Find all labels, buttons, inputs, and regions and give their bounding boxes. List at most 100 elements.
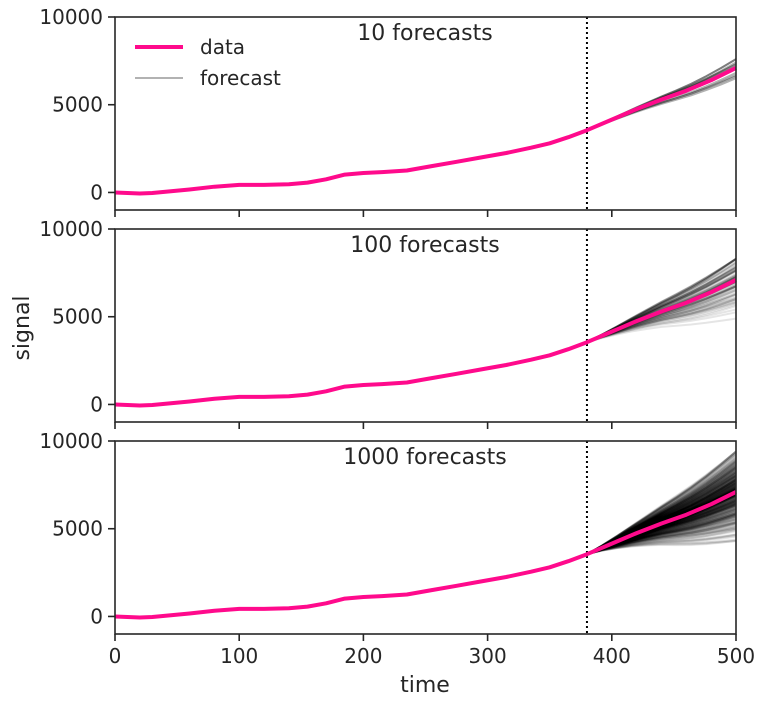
forecast-line	[586, 450, 737, 556]
forecast-line	[586, 466, 737, 556]
forecast-line	[586, 522, 737, 556]
forecast-line	[586, 516, 737, 556]
forecast-line	[586, 467, 737, 556]
forecast-line	[586, 519, 737, 556]
forecast-line	[586, 522, 737, 556]
forecast-line	[586, 518, 737, 556]
forecast-line	[586, 516, 737, 556]
forecast-line	[586, 515, 737, 556]
forecast-line	[586, 525, 737, 556]
forecast-line	[586, 463, 737, 556]
forecast-line	[586, 460, 737, 556]
forecast-line	[586, 469, 737, 556]
forecast-line	[586, 466, 737, 556]
forecast-line	[586, 532, 737, 556]
forecast-line	[586, 512, 737, 556]
forecast-line	[586, 460, 737, 556]
forecast-line	[586, 520, 737, 556]
forecast-line	[586, 520, 737, 556]
forecast-line	[586, 455, 737, 556]
forecast-line	[586, 452, 737, 556]
axis-ticks: 0 5000 10000 0 100 200 300 400 500	[39, 429, 755, 668]
forecast-line	[586, 461, 737, 556]
forecast-line	[586, 527, 737, 556]
forecast-line	[586, 513, 737, 556]
forecast-line	[586, 454, 737, 556]
forecast-line	[586, 458, 737, 556]
panel-title: 100 forecasts	[350, 233, 499, 258]
forecast-line	[586, 510, 737, 556]
forecast-line	[586, 516, 737, 556]
forecast-line	[586, 468, 737, 556]
forecast-line	[586, 512, 737, 556]
forecast-line	[586, 470, 737, 556]
forecast-line	[586, 460, 737, 556]
forecast-line	[586, 513, 737, 556]
forecast-line	[586, 470, 737, 556]
forecast-line	[586, 523, 737, 556]
forecast-line	[586, 467, 737, 556]
forecast-line	[586, 452, 737, 556]
forecast-line	[586, 460, 737, 556]
forecast-line	[586, 513, 737, 556]
forecast-line	[586, 513, 737, 556]
forecast-line	[586, 317, 737, 344]
forecast-line	[586, 518, 737, 556]
forecast-line	[586, 521, 737, 556]
forecast-line	[586, 458, 737, 556]
forecast-line	[586, 465, 737, 556]
forecast-line	[586, 513, 737, 556]
forecast-line	[586, 467, 737, 556]
forecast-line	[586, 464, 737, 556]
forecast-line	[586, 512, 737, 556]
forecast-line	[586, 518, 737, 556]
forecast-line	[586, 512, 737, 556]
forecast-line	[586, 510, 737, 556]
forecast-line	[586, 470, 737, 556]
forecast-line	[586, 466, 737, 556]
forecast-line	[586, 519, 737, 556]
forecast-line	[586, 509, 737, 556]
forecast-line	[586, 514, 737, 556]
forecast-line	[586, 465, 737, 556]
forecast-line	[586, 461, 737, 556]
forecast-line	[586, 512, 737, 556]
forecast-line	[586, 466, 737, 556]
forecast-line	[586, 510, 737, 556]
forecast-line	[586, 510, 737, 556]
forecast-line	[586, 513, 737, 556]
forecast-line	[586, 512, 737, 556]
forecast-line	[586, 516, 737, 556]
forecast-line	[586, 516, 737, 556]
forecast-line	[586, 305, 737, 344]
forecast-line	[586, 456, 737, 556]
forecast-line	[586, 515, 737, 556]
forecast-line	[586, 522, 737, 556]
forecast-line	[586, 301, 737, 344]
forecast-line	[586, 470, 737, 556]
forecast-line	[586, 467, 737, 556]
forecast-line	[586, 467, 737, 556]
forecast-line	[586, 512, 737, 556]
forecast-line	[586, 453, 737, 556]
panel-100-forecasts: 0 5000 10000 100 forecasts	[39, 217, 737, 429]
y-tick-label: 10000	[39, 5, 103, 29]
forecast-line	[586, 453, 737, 556]
forecast-line	[586, 518, 737, 556]
forecast-line	[586, 450, 737, 556]
forecast-line	[586, 468, 737, 556]
forecast-line	[586, 513, 737, 556]
forecast-line	[586, 528, 737, 556]
y-tick-label: 0	[90, 180, 103, 204]
forecast-line	[586, 469, 737, 556]
forecast-line	[586, 463, 737, 556]
forecast-line	[586, 468, 737, 556]
forecast-line	[586, 464, 737, 556]
forecast-line	[586, 529, 737, 556]
forecast-line	[586, 461, 737, 556]
forecast-line	[586, 459, 737, 556]
forecast-line	[586, 511, 737, 556]
forecast-line	[586, 468, 737, 556]
forecast-line	[586, 515, 737, 556]
forecast-line	[586, 514, 737, 556]
